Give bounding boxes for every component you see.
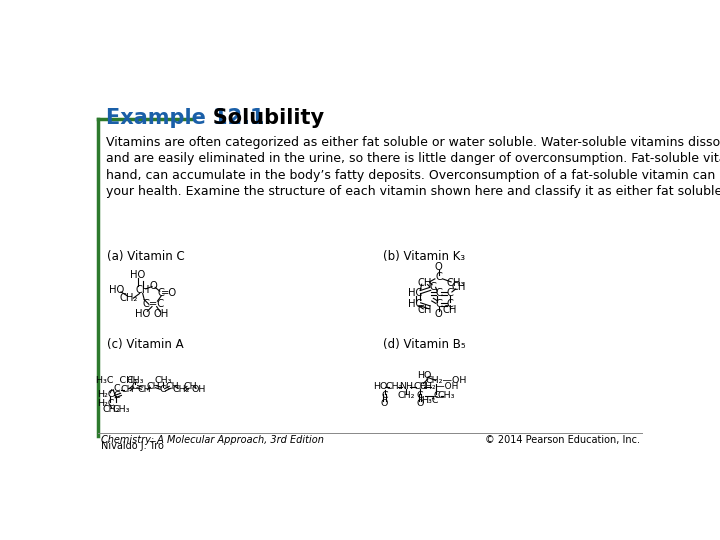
Text: HO: HO <box>374 382 388 391</box>
Text: C: C <box>381 392 388 400</box>
Text: HO: HO <box>109 286 125 295</box>
Text: Chemistry: A Molecular Approach, 3rd Edition: Chemistry: A Molecular Approach, 3rd Edi… <box>101 435 324 445</box>
Text: © 2014 Pearson Education, Inc.: © 2014 Pearson Education, Inc. <box>485 435 640 445</box>
Text: Nivaldo J. Tro: Nivaldo J. Tro <box>101 441 163 451</box>
Text: C: C <box>446 299 453 309</box>
Text: =O: =O <box>161 288 177 299</box>
Text: CH₂: CH₂ <box>120 293 138 303</box>
Text: C: C <box>132 382 138 391</box>
Text: C: C <box>158 288 165 299</box>
Text: CH: CH <box>184 382 197 391</box>
Text: NH: NH <box>399 382 413 391</box>
Text: Example 12.1: Example 12.1 <box>106 108 264 128</box>
Text: C: C <box>160 385 166 394</box>
Text: HO: HO <box>135 308 150 319</box>
Text: Solubility: Solubility <box>191 108 324 128</box>
Text: O: O <box>416 399 424 408</box>
Text: CH: CH <box>413 382 427 391</box>
Text: Vitamins are often categorized as either fat soluble or water soluble. Water-sol: Vitamins are often categorized as either… <box>106 136 720 198</box>
Text: C: C <box>417 392 423 400</box>
Text: O: O <box>381 399 388 408</box>
Text: C: C <box>113 392 120 400</box>
Text: O: O <box>435 308 443 319</box>
Text: H₂C: H₂C <box>96 399 114 408</box>
Text: CH₃: CH₃ <box>154 376 171 385</box>
Text: C: C <box>113 384 120 393</box>
Text: CH₂: CH₂ <box>173 385 190 394</box>
Text: O: O <box>435 262 443 272</box>
Text: CH: CH <box>138 385 151 394</box>
Text: CH: CH <box>442 306 456 315</box>
Text: C: C <box>434 392 441 400</box>
Text: H₃C  CH₃: H₃C CH₃ <box>96 376 137 385</box>
Text: CH₂—OH: CH₂—OH <box>426 376 467 385</box>
Text: CH: CH <box>418 278 432 288</box>
Text: CH: CH <box>451 282 466 292</box>
Text: C: C <box>436 272 442 282</box>
Text: OH: OH <box>153 308 169 319</box>
Text: CH₃: CH₃ <box>446 278 465 288</box>
Text: CH₂—OH: CH₂—OH <box>419 382 459 391</box>
Text: HO: HO <box>130 270 145 280</box>
Text: CH: CH <box>120 385 134 394</box>
Text: CH: CH <box>147 382 161 391</box>
Text: C: C <box>446 288 453 299</box>
Text: CH: CH <box>418 306 432 315</box>
Text: CH₂: CH₂ <box>397 392 415 400</box>
Text: (c) Vitamin A: (c) Vitamin A <box>107 338 184 351</box>
Text: OH: OH <box>192 385 206 394</box>
Text: CH₂: CH₂ <box>103 405 120 414</box>
Text: H₃C: H₃C <box>420 396 438 405</box>
Text: C: C <box>429 282 436 292</box>
Text: HO: HO <box>418 372 432 380</box>
Text: H₂C: H₂C <box>96 390 114 399</box>
Text: C=C: C=C <box>143 299 165 309</box>
Text: HC: HC <box>408 288 423 299</box>
Text: (b) Vitamin K₃: (b) Vitamin K₃ <box>383 249 465 262</box>
Text: HC: HC <box>408 299 423 309</box>
Text: CH₃: CH₃ <box>126 376 144 385</box>
Text: CH: CH <box>166 382 179 391</box>
Text: (a) Vitamin C: (a) Vitamin C <box>107 249 185 262</box>
Text: (d) Vitamin B₅: (d) Vitamin B₅ <box>383 338 466 351</box>
Text: CH₂: CH₂ <box>385 382 402 391</box>
Text: C: C <box>436 299 442 309</box>
Text: CH₃: CH₃ <box>438 392 455 400</box>
Text: O: O <box>150 281 158 291</box>
Text: CH₃: CH₃ <box>112 405 130 414</box>
Text: CH: CH <box>135 286 150 295</box>
Text: C: C <box>436 288 442 299</box>
